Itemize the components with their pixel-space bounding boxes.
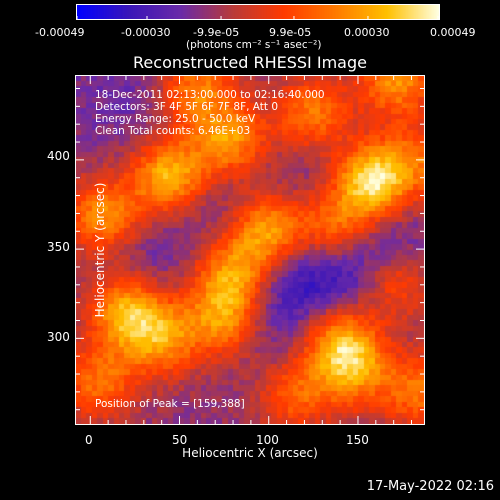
- x-axis-label: Heliocentric X (arcsec): [182, 446, 318, 460]
- x-tick-label: 150: [346, 433, 369, 447]
- colorbar-tick-label: -0.00049: [35, 26, 85, 39]
- colorbar-tick-label: -0.00030: [121, 26, 171, 39]
- annotation-time: 18-Dec-2011 02:13:00.000 to 02:16:40.000: [95, 89, 325, 101]
- colorbar-gradient: [77, 5, 439, 19]
- colorbar-tick-label: 0.00049: [430, 26, 476, 39]
- chart-title: Reconstructed RHESSI Image: [133, 53, 367, 72]
- colorbar-tick-label: -9.9e-05: [193, 26, 240, 39]
- annotation-clean: Clean Total counts: 6.46E+03: [95, 125, 251, 137]
- x-tick-label: 100: [256, 433, 279, 447]
- colorbar-tick-label: 0.00030: [344, 26, 390, 39]
- plot-frame: [75, 75, 425, 425]
- colorbar-tick-label: 9.9e-05: [269, 26, 312, 39]
- y-tick-label: 350: [47, 240, 70, 254]
- y-tick-label: 300: [47, 330, 70, 344]
- x-tick-label: 50: [172, 433, 188, 447]
- footer-timestamp: 17-May-2022 02:16: [366, 479, 494, 494]
- annotation-peak: Position of Peak = [159,388]: [95, 398, 245, 410]
- x-tick-label: 0: [85, 433, 93, 447]
- y-tick-label: 400: [47, 149, 70, 163]
- annotation-energy: Energy Range: 25.0 - 50.0 keV: [95, 113, 256, 125]
- y-axis-label: Heliocentric Y (arcsec): [93, 182, 107, 318]
- heatmap-image: [76, 76, 424, 424]
- colorbar-frame: [76, 4, 440, 20]
- annotation-detectors: Detectors: 3F 4F 5F 6F 7F 8F, Att 0: [95, 101, 279, 113]
- colorbar-unit-label: (photons cm⁻² s⁻¹ asec⁻²): [186, 39, 322, 51]
